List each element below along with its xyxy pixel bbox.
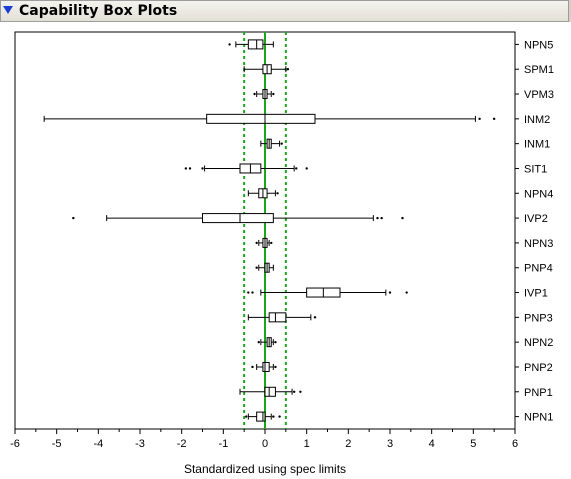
category-label: PNP1	[524, 387, 553, 399]
box	[247, 39, 264, 50]
x-tick-label: 4	[429, 438, 435, 450]
x-tick-label: -1	[218, 438, 228, 450]
box-plot-npn5	[228, 39, 274, 50]
panel-title: Capability Box Plots	[19, 3, 178, 19]
box	[206, 113, 316, 124]
outlier-point	[299, 390, 302, 393]
outlier-point	[257, 340, 260, 344]
outlier-point	[245, 415, 248, 418]
box-plot-inm2	[43, 113, 496, 124]
box-plot-ivp1	[247, 287, 408, 298]
box-plot-inm1	[260, 138, 283, 149]
box-plot-pnp1	[239, 386, 302, 397]
x-tick-label: 1	[304, 438, 310, 450]
box	[202, 213, 274, 224]
x-tick-label: -2	[177, 438, 187, 450]
category-label: SPM1	[524, 64, 554, 76]
box-plot-ivp2	[72, 213, 404, 224]
category-label: NPN1	[524, 412, 553, 424]
outlier-point	[255, 241, 258, 245]
x-tick-label: -5	[52, 438, 62, 450]
outlier-point	[305, 167, 308, 170]
category-label: NPN2	[524, 337, 553, 349]
x-tick-label: 0	[262, 438, 268, 450]
outlier-point	[253, 92, 256, 96]
box-plot-vpm3	[253, 89, 275, 100]
outlier-point	[276, 192, 279, 195]
outlier-point	[184, 167, 188, 170]
box-plot-npn4	[247, 188, 279, 199]
panel-header: Capability Box Plots	[0, 0, 569, 22]
outlier-point	[272, 92, 275, 96]
outlier-point	[188, 167, 192, 170]
category-label: VPM3	[524, 89, 554, 101]
outlier-point	[272, 415, 275, 418]
outlier-point	[228, 43, 231, 46]
category-label: SIT1	[524, 163, 547, 175]
outlier-point	[255, 266, 258, 269]
category-labels: NPN5 SPM1 VPM3 INM2 INM1 SIT1 NPN4 IVP2 NPN3 PNP4…	[515, 39, 554, 424]
outlier-point	[201, 167, 204, 170]
outlier-point	[376, 216, 379, 220]
x-tick-label: -4	[93, 438, 103, 450]
category-label: PNP3	[524, 312, 553, 324]
outlier-point	[295, 167, 298, 170]
category-label: NPN4	[524, 188, 553, 200]
outlier-point	[270, 241, 273, 245]
x-axis-title: Standardized using spec limits	[184, 462, 346, 476]
category-label: IVP2	[524, 213, 548, 225]
outlier-point	[313, 316, 317, 319]
outlier-point	[251, 365, 254, 369]
x-tick-label: -3	[135, 438, 145, 450]
x-axis: -6 -5 -4 -3 -2 -1 0 1 2 3 4 5 6	[10, 429, 518, 450]
box	[264, 386, 276, 397]
outlier-point	[388, 291, 392, 294]
box-plot-npn3	[255, 237, 273, 248]
category-label: PNP2	[524, 362, 553, 374]
outlier-point	[72, 216, 75, 220]
outlier-point	[405, 291, 408, 294]
outlier-point	[278, 415, 281, 418]
category-label: PNP4	[524, 263, 553, 275]
x-tick-label: 2	[345, 438, 351, 450]
x-tick-label: -6	[10, 438, 20, 450]
capability-box-plot-chart: NPN5 SPM1 VPM3 INM2 INM1 SIT1 NPN4 IVP2 NPN3 PNP4…	[10, 31, 554, 476]
box-plot-npn2	[257, 337, 277, 348]
outlier-point	[401, 216, 404, 220]
outlier-point	[251, 291, 254, 294]
x-tick-label: 5	[470, 438, 476, 450]
x-tick-label: 6	[512, 438, 518, 450]
chart-area: NPN5 SPM1 VPM3 INM2 INM1 SIT1 NPN4 IVP2 NPN3 PNP4…	[0, 22, 571, 479]
disclosure-triangle-icon[interactable]	[3, 6, 13, 14]
outlier-point	[280, 142, 283, 145]
box-plots	[43, 39, 496, 422]
outlier-point	[478, 117, 481, 121]
outlier-point	[247, 291, 250, 294]
box	[262, 361, 270, 372]
box-plot-spm1	[243, 64, 290, 75]
box-plot-pnp4	[255, 262, 274, 273]
outlier-point	[286, 68, 290, 71]
box-plot-pnp2	[251, 361, 277, 372]
category-label: NPN5	[524, 39, 553, 51]
outlier-point	[380, 216, 383, 220]
box	[268, 312, 287, 323]
category-label: NPN3	[524, 238, 553, 250]
category-label: IVP1	[524, 288, 548, 300]
box-plot-pnp3	[247, 312, 317, 323]
box	[256, 411, 266, 422]
box-plot-npn1	[245, 411, 281, 422]
category-label: INM2	[524, 114, 550, 126]
category-label: INM1	[524, 139, 550, 151]
outlier-point	[274, 365, 277, 369]
x-tick-label: 3	[387, 438, 393, 450]
outlier-point	[292, 390, 296, 393]
outlier-point	[274, 340, 277, 344]
box-plot-sit1	[184, 163, 308, 174]
outlier-point	[492, 117, 496, 121]
